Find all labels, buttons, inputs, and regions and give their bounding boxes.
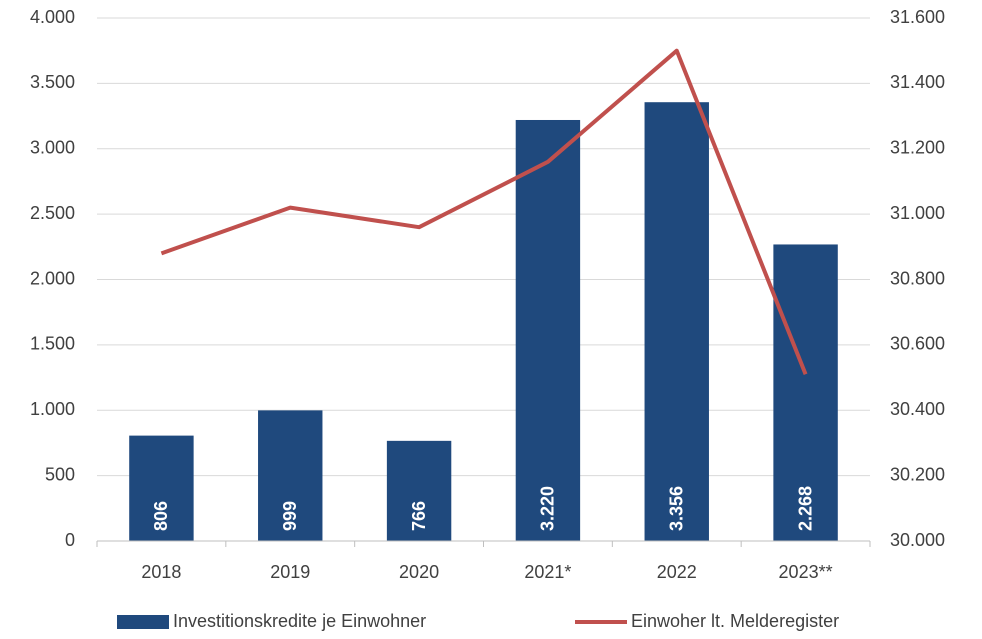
y-tick-label: 4.000 [30, 7, 75, 27]
bar-value-label: 806 [151, 501, 171, 531]
bar [386, 440, 452, 541]
y2-tick-label: 30.600 [890, 334, 945, 354]
y-tick-label: 3.500 [30, 72, 75, 92]
x-tick-label: 2020 [399, 562, 439, 582]
y2-tick-label: 31.000 [890, 203, 945, 223]
y2-tick-label: 30.400 [890, 399, 945, 419]
y2-tick-label: 30.800 [890, 268, 945, 288]
bar-value-label: 3.220 [538, 486, 558, 531]
legend-swatch [117, 615, 169, 629]
bar-value-label: 3.356 [667, 486, 687, 531]
legend-label: Einwoher lt. Melderegister [631, 611, 839, 631]
x-tick-label: 2021* [524, 562, 571, 582]
y-tick-label: 1.000 [30, 399, 75, 419]
y-tick-label: 2.000 [30, 268, 75, 288]
x-tick-label: 2023** [779, 562, 833, 582]
x-tick-label: 2018 [141, 562, 181, 582]
bar-label-group: 2.268 [795, 486, 815, 531]
y-tick-label: 2.500 [30, 203, 75, 223]
bar-label-group: 999 [280, 501, 300, 531]
bar-value-label: 2.268 [795, 486, 815, 531]
y-tick-label: 1.500 [30, 334, 75, 354]
y-tick-label: 3.000 [30, 138, 75, 158]
bar [258, 410, 323, 541]
bar [515, 119, 581, 542]
y-tick-label: 500 [45, 464, 75, 484]
bar [773, 244, 838, 542]
bar-value-label: 766 [409, 501, 429, 531]
legend-label: Investitionskredite je Einwohner [173, 611, 426, 631]
bar-label-group: 766 [409, 501, 429, 531]
y2-tick-label: 30.200 [890, 464, 945, 484]
y2-tick-label: 30.000 [890, 530, 945, 550]
bar [644, 102, 709, 541]
bar [129, 435, 194, 541]
bar-label-group: 3.220 [538, 486, 558, 531]
bar-label-group: 3.356 [667, 486, 687, 531]
y-tick-label: 0 [65, 530, 75, 550]
line [160, 48, 808, 376]
bar-label-group: 806 [151, 501, 171, 531]
bar-value-label: 999 [280, 501, 300, 531]
x-tick-label: 2019 [270, 562, 310, 582]
x-tick-label: 2022 [657, 562, 697, 582]
y2-tick-label: 31.400 [890, 72, 945, 92]
y2-tick-label: 31.600 [890, 7, 945, 27]
y2-tick-label: 31.200 [890, 138, 945, 158]
